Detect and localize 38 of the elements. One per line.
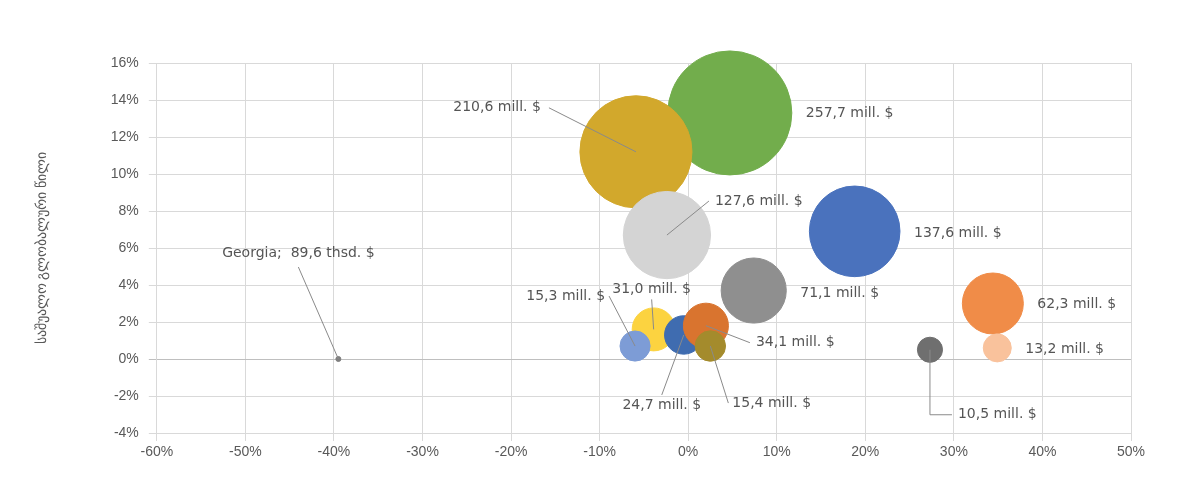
annotation: 62,3 mill. $ [1037,295,1117,312]
annotation: 71,1 mill. $ [800,284,880,301]
annotation: 34,1 mill. $ [755,333,835,350]
annotation: 257,7 mill. $ [805,103,894,120]
annotation: 15,4 mill. $ [732,393,812,410]
x-tick-label: -40% [317,443,351,460]
x-tick-label: 50% [1116,443,1146,460]
x-tick-label: 10% [762,443,791,460]
x-tick-label: 30% [939,443,968,460]
y-tick-label: 6% [118,238,139,255]
annotation: 210,6 mill. $ [453,98,541,115]
annotation: 13,2 mill. $ [1025,339,1105,356]
y-axis-title: საშუალო გლობალური წილი [33,151,51,345]
x-tick-label: -60% [140,443,174,460]
x-tick-label: -50% [229,443,262,460]
annotation: 15,3 mill. $ [526,286,606,303]
x-tick-label: -20% [494,443,528,460]
annotation: Georgia; 89,6 thsd. $ [222,243,375,260]
annotation: 127,6 mill. $ [714,191,803,208]
annotation: 10,5 mill. $ [957,405,1037,422]
y-tick-label: 8% [118,201,139,218]
annotation: 24,7 mill. $ [622,395,702,412]
y-tick-label: -4% [113,423,139,440]
y-tick-label: 2% [118,312,139,329]
y-tick-label: 4% [118,275,139,292]
x-tick-label: 0% [678,443,699,460]
x-tick-label: 20% [851,443,880,460]
y-tick-label: 16% [110,53,139,70]
y-tick-label: 0% [118,349,139,366]
y-tick-label: 12% [110,127,139,144]
y-tick-label: 10% [110,164,139,181]
x-tick-label: -30% [406,443,439,460]
x-tick-label: -10% [583,443,616,460]
y-tick-label: -2% [113,386,139,403]
annotation: 31,0 mill. $ [612,280,692,297]
y-tick-label: 14% [110,90,139,107]
x-tick-label: 40% [1028,443,1057,460]
annotation: 137,6 mill. $ [913,223,1002,240]
